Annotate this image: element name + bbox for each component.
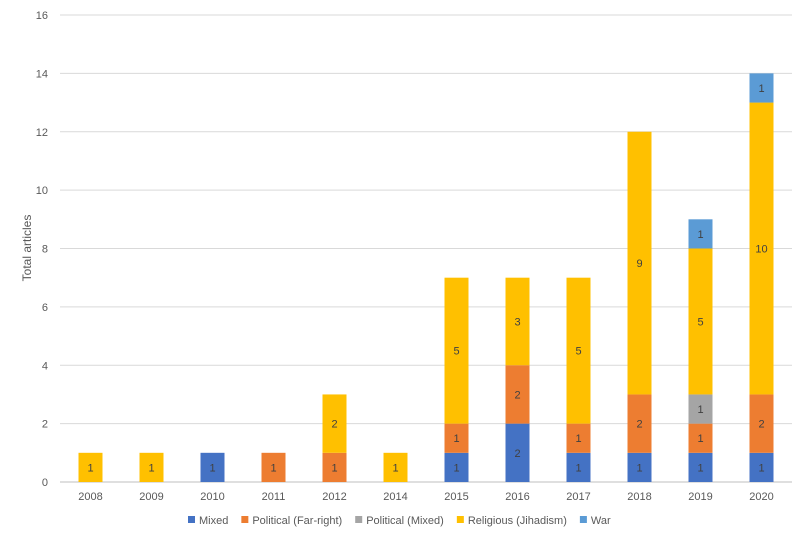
x-tick-label: 2019 (688, 491, 712, 503)
bar-2018-mixed (627, 452, 652, 482)
y-tick-label: 8 (42, 244, 48, 256)
data-label: 1 (697, 433, 703, 445)
bar-2017-mixed (566, 452, 591, 482)
bar-2011-political-far-right (261, 452, 286, 482)
bar-2018-religious-jihadism (627, 131, 652, 395)
data-label: 2 (636, 419, 642, 431)
x-tick-label: 2017 (566, 491, 590, 503)
y-axis-ticks: 0 2 4 6 8 10 12 14 16 (36, 10, 48, 489)
x-tick-label: 2011 (262, 491, 286, 503)
data-label: 2 (514, 389, 520, 401)
y-tick-label: 6 (42, 302, 48, 314)
bar-2008-religious-jihadism (78, 452, 103, 482)
bar-2017-political-far-right (566, 423, 591, 453)
legend-label-political-mixed: Political (Mixed) (366, 515, 444, 527)
bar-2020-mixed (749, 452, 774, 482)
x-tick-label: 2010 (200, 491, 224, 503)
x-tick-label: 2020 (749, 491, 773, 503)
data-label: 5 (697, 316, 703, 328)
y-tick-label: 0 (42, 477, 48, 489)
legend-label-mixed: Mixed (199, 515, 228, 527)
gridlines (60, 14, 792, 483)
x-tick-label: 2012 (322, 491, 346, 503)
bars: 1 1 1 1 1 2 1 1 1 5 2 2 3 1 1 5 1 2 9 1 1 1 5 1 1 2 10 1 (78, 73, 774, 482)
bar-2020-war (749, 73, 774, 103)
y-axis-label: Total articles (20, 215, 34, 282)
data-label: 1 (697, 462, 703, 474)
data-label: 2 (331, 419, 337, 431)
bar-2015-political-far-right (444, 423, 469, 453)
x-tick-label: 2018 (627, 491, 651, 503)
bar-2016-religious-jihadism (505, 277, 530, 366)
bar-2012-political-far-right (322, 452, 347, 482)
legend-swatch-political-far-right (241, 516, 249, 523)
bar-2014-religious-jihadism (383, 452, 408, 482)
bar-2016-mixed (505, 423, 530, 482)
data-label: 1 (87, 462, 93, 474)
y-tick-label: 12 (36, 127, 48, 139)
data-label: 2 (758, 419, 764, 431)
data-label: 1 (636, 462, 642, 474)
y-tick-label: 4 (42, 360, 48, 372)
bar-2019-political-mixed (688, 394, 713, 424)
data-label: 5 (575, 346, 581, 358)
bar-2015-mixed (444, 452, 469, 482)
x-tick-label: 2016 (505, 491, 529, 503)
data-label: 2 (514, 448, 520, 460)
bar-2016-political-far-right (505, 365, 530, 424)
bar-2015-religious-jihadism (444, 277, 469, 424)
data-label: 1 (148, 462, 154, 474)
data-label: 9 (636, 258, 642, 270)
data-label: 10 (755, 244, 767, 256)
x-axis-ticks: 2008 2009 2010 2011 2012 2014 2015 2016 2017 2018… (78, 491, 773, 503)
data-label: 1 (575, 462, 581, 474)
data-label: 1 (209, 462, 215, 474)
data-label: 1 (331, 462, 337, 474)
bar-2019-war (688, 219, 713, 249)
bar-2017-religious-jihadism (566, 277, 591, 424)
bar-2020-political-far-right (749, 394, 774, 453)
y-tick-label: 2 (42, 419, 48, 431)
data-label: 1 (453, 433, 459, 445)
x-tick-label: 2008 (78, 491, 102, 503)
legend: Mixed Political (Far-right) Political (Mix… (188, 515, 611, 527)
y-tick-label: 10 (36, 185, 48, 197)
bar-2018-political-far-right (627, 394, 652, 453)
bar-2010-mixed (200, 452, 225, 482)
legend-swatch-religious-jihadism (456, 516, 464, 523)
x-tick-label: 2014 (383, 491, 407, 503)
legend-swatch-mixed (188, 516, 195, 523)
data-label: 1 (453, 462, 459, 474)
legend-label-religious-jihadism: Religious (Jihadism) (468, 515, 567, 527)
data-label: 1 (758, 83, 764, 95)
legend-label-political-far-right: Political (Far-right) (252, 515, 342, 527)
x-tick-label: 2009 (139, 491, 163, 503)
data-label: 1 (697, 229, 703, 241)
bar-2019-mixed (688, 452, 713, 482)
data-label: 1 (392, 462, 398, 474)
y-tick-label: 14 (36, 68, 48, 80)
legend-swatch-political-mixed (355, 516, 363, 523)
data-label: 3 (514, 316, 520, 328)
bar-2019-religious-jihadism (688, 248, 713, 395)
bar-2009-religious-jihadism (139, 452, 164, 482)
bar-2020-religious-jihadism (749, 102, 774, 395)
data-label: 5 (453, 346, 459, 358)
bar-2019-political-far-right (688, 423, 713, 453)
data-label: 1 (758, 462, 764, 474)
x-tick-label: 2015 (444, 491, 468, 503)
y-tick-label: 16 (36, 10, 48, 22)
legend-swatch-war (579, 516, 587, 523)
data-label: 1 (697, 404, 703, 416)
data-label: 1 (575, 433, 581, 445)
data-label: 1 (270, 462, 276, 474)
bar-2012-religious-jihadism (322, 394, 347, 453)
legend-label-war: War (591, 515, 611, 527)
